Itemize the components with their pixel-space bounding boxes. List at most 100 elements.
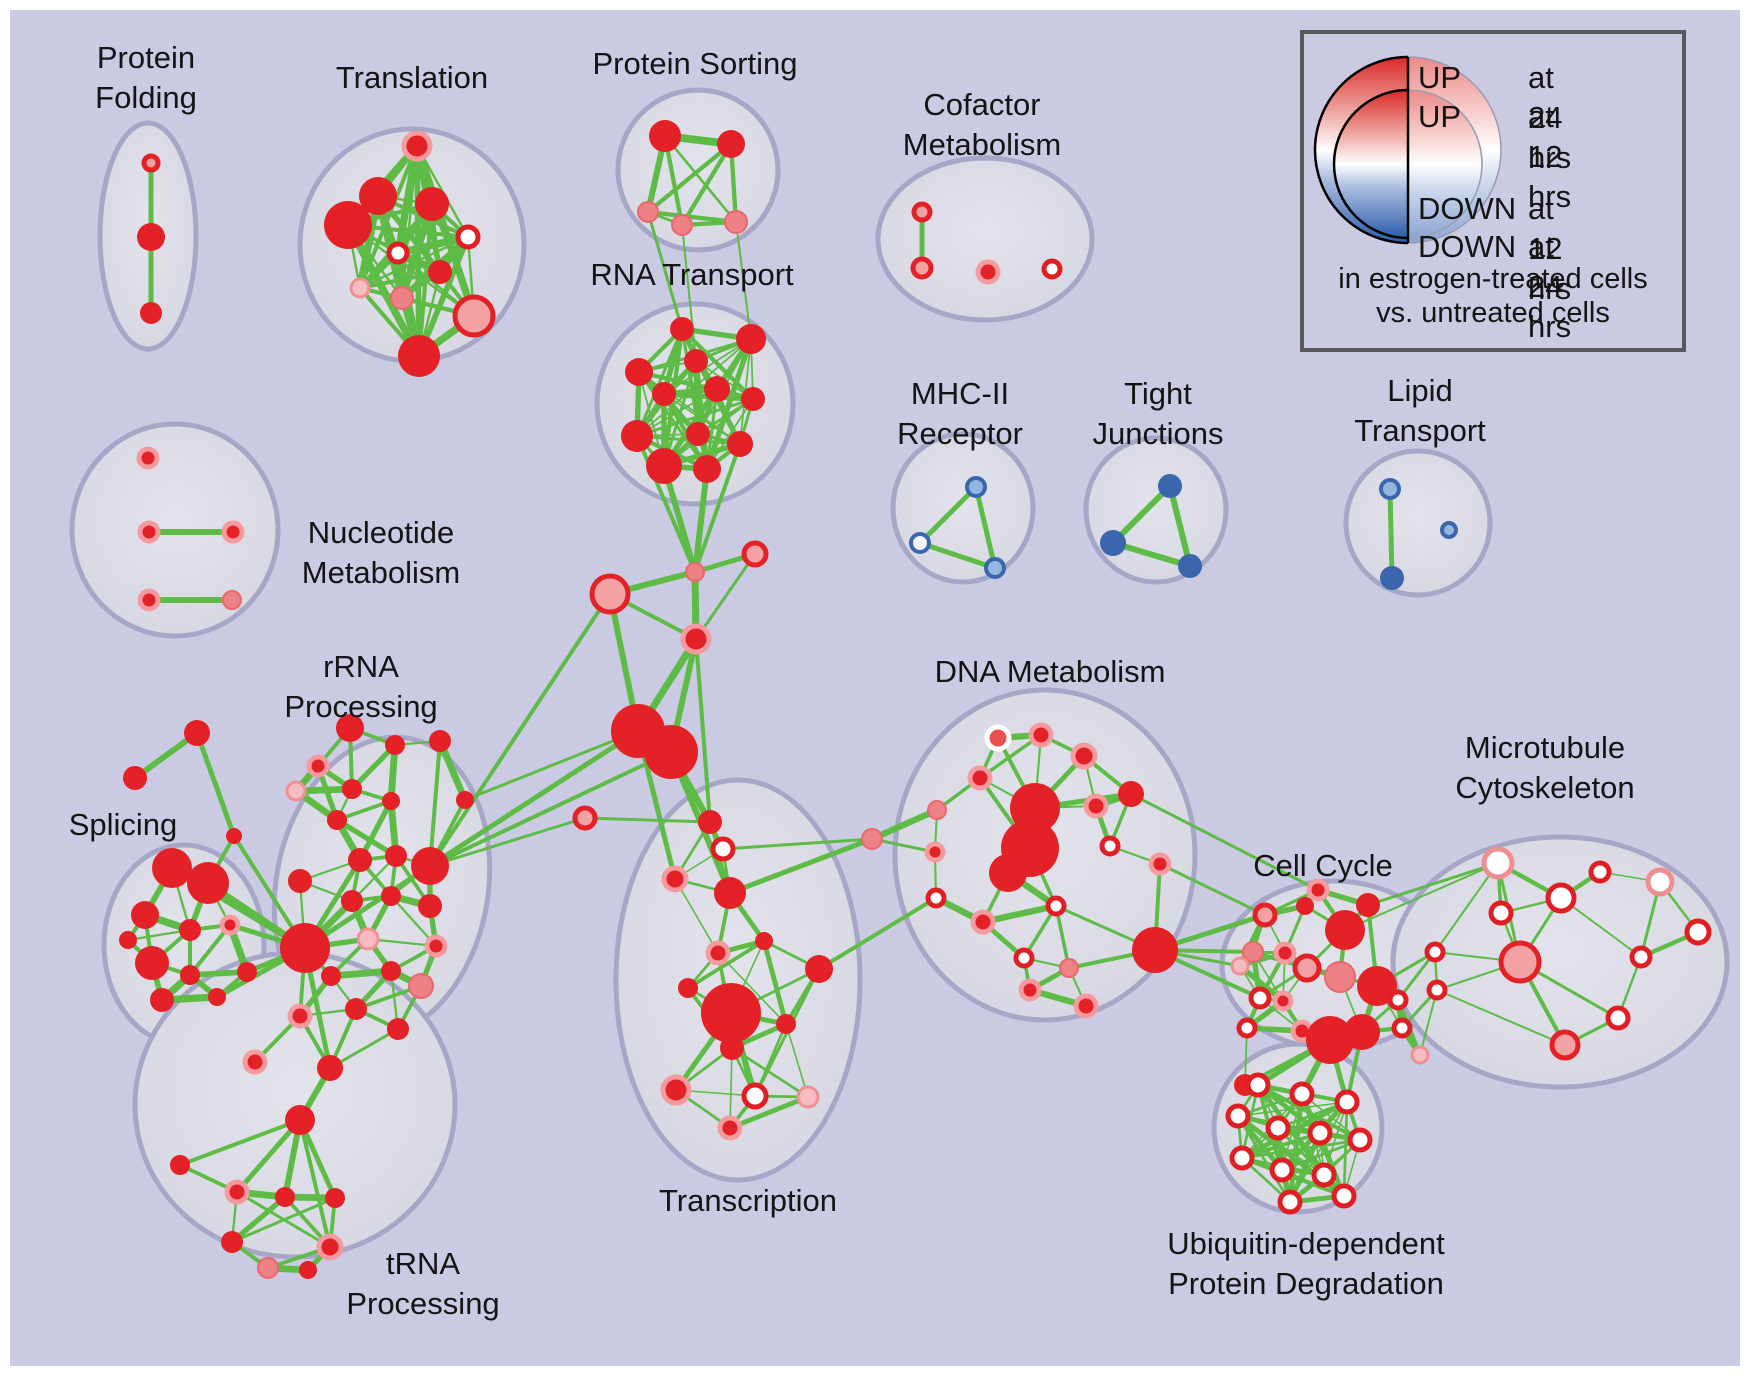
node-translation-10[interactable] [398,335,440,377]
node-splicing-4[interactable] [187,862,229,904]
node-microtubule_cytoskeleton-1[interactable] [1545,882,1577,914]
node-splicing-13[interactable] [237,962,257,982]
node-microtubule_cytoskeleton-10[interactable] [1629,945,1653,969]
node-dna_metabolism-4[interactable] [927,800,947,820]
node-transcription-15[interactable] [717,1115,743,1141]
node-transcription-6[interactable] [705,940,731,966]
node-cell_cycle-14[interactable] [1387,989,1409,1011]
node-rrna_processing-12[interactable] [385,845,407,867]
node-ubiquitin_degradation-9[interactable] [1311,1162,1337,1188]
node-mhc_ii_receptor-1[interactable] [909,532,931,554]
node-translation-4[interactable] [455,224,481,250]
node-rna_transport-10[interactable] [646,448,682,484]
node-protein_sorting-4[interactable] [724,210,748,234]
node-rrna_processing-21[interactable] [408,973,434,999]
node-cell_cycle-3[interactable] [1242,941,1264,963]
node-dna_metabolism-12[interactable] [1099,835,1121,857]
node-protein_sorting-3[interactable] [671,214,693,236]
node-dna_metabolism-9[interactable] [924,841,946,863]
node-microtubule_cytoskeleton-4[interactable] [1426,979,1448,1001]
node-dna_metabolism-10[interactable] [1083,793,1109,819]
node-rrna_processing-18[interactable] [356,927,380,951]
node-cell_cycle-12[interactable] [1306,1016,1354,1064]
node-cell_cycle-9[interactable] [1272,990,1294,1012]
node-protein_sorting-1[interactable] [717,130,745,158]
node-ubiquitin_degradation-3[interactable] [1225,1103,1251,1129]
node-trna_processing-6[interactable] [325,1188,345,1208]
node-trna_processing-1[interactable] [242,1049,268,1075]
node-lipid_transport-1[interactable] [1380,566,1404,590]
node-rrna_processing-14[interactable] [381,886,401,906]
node-rna_transport-2[interactable] [625,358,653,386]
node-ubiquitin_degradation-1[interactable] [1289,1081,1315,1107]
node-protein_folding-1[interactable] [137,223,165,251]
node-dna_metabolism-18[interactable] [1059,958,1079,978]
node-rna_transport-7[interactable] [621,420,653,452]
node-spine-1[interactable] [685,562,705,582]
node-tight_junctions-2[interactable] [1178,554,1202,578]
node-trna_processing-0[interactable] [317,1055,343,1081]
node-spine-3[interactable] [680,623,712,655]
node-rrna_processing-11[interactable] [348,848,372,872]
node-dna_metabolism-19[interactable] [1132,927,1178,973]
node-microtubule_cytoskeleton-8[interactable] [1645,867,1675,897]
node-rna_transport-1[interactable] [736,324,766,354]
node-tight_junctions-0[interactable] [1158,474,1182,498]
node-splicing-8[interactable] [135,946,169,980]
node-cell_cycle-5[interactable] [1292,953,1322,983]
node-cell_cycle-7[interactable] [1357,966,1397,1006]
node-rrna_processing-1[interactable] [336,714,364,742]
node-microtubule_cytoskeleton-2[interactable] [1488,900,1514,926]
node-rrna_processing-15[interactable] [418,894,442,918]
node-protein_sorting-0[interactable] [649,120,681,152]
node-lipid_transport-0[interactable] [1379,478,1401,500]
node-rna_transport-11[interactable] [693,455,721,483]
node-dna_metabolism-0[interactable] [984,724,1012,752]
node-transcription-5[interactable] [755,932,773,950]
node-rrna_processing-0[interactable] [280,923,330,973]
node-cell_cycle-13[interactable] [1344,1014,1380,1050]
node-rrna_processing-3[interactable] [429,730,451,752]
node-transcription-2[interactable] [710,836,736,862]
node-translation-2[interactable] [359,177,397,215]
node-trna_processing-3[interactable] [170,1155,190,1175]
node-dna_metabolism-5[interactable] [861,828,883,850]
node-transcription-3[interactable] [661,865,689,893]
node-rna_transport-3[interactable] [684,349,708,373]
node-translation-6[interactable] [428,260,452,284]
node-translation-9[interactable] [452,294,496,338]
node-rrna_processing-9[interactable] [411,847,449,885]
node-transcription-7[interactable] [678,978,698,998]
node-transcription-0[interactable] [572,805,598,831]
node-tight_junctions-1[interactable] [1100,530,1126,556]
node-rna_transport-5[interactable] [652,382,676,406]
node-spine-0[interactable] [589,573,631,615]
node-transcription-4[interactable] [714,877,746,909]
node-nucleotide_metabolism-3[interactable] [137,588,161,612]
node-dna_metabolism-20[interactable] [1018,978,1042,1002]
node-cofactor_metabolism-0[interactable] [911,201,933,223]
node-ubiquitin_degradation-11[interactable] [1331,1183,1357,1209]
node-ubiquitin_degradation-4[interactable] [1265,1115,1291,1141]
node-rna_transport-0[interactable] [670,317,694,341]
node-transcription-9[interactable] [701,983,761,1043]
node-transcription-14[interactable] [796,1085,820,1109]
node-transcription-1[interactable] [698,810,722,834]
node-transcription-12[interactable] [660,1074,692,1106]
node-cell_cycle-17[interactable] [1230,956,1250,976]
node-rrna_processing-19[interactable] [321,966,341,986]
node-dna_metabolism-8[interactable] [989,854,1027,892]
node-rna_transport-8[interactable] [686,422,710,446]
node-cofactor_metabolism-2[interactable] [975,259,1001,285]
node-nucleotide_metabolism-0[interactable] [136,446,160,470]
node-dna_metabolism-21[interactable] [1073,993,1099,1019]
node-transcription-8[interactable] [805,955,833,983]
node-ubiquitin_degradation-10[interactable] [1277,1189,1303,1215]
node-microtubule_cytoskeleton-0[interactable] [1481,846,1515,880]
node-protein_sorting-2[interactable] [637,201,659,223]
node-splicing-6[interactable] [179,919,201,941]
node-rrna_processing-10[interactable] [327,810,347,830]
node-spine-2[interactable] [741,540,769,568]
node-dna_metabolism-3[interactable] [967,765,993,791]
node-rrna_processing-24[interactable] [387,1018,409,1040]
